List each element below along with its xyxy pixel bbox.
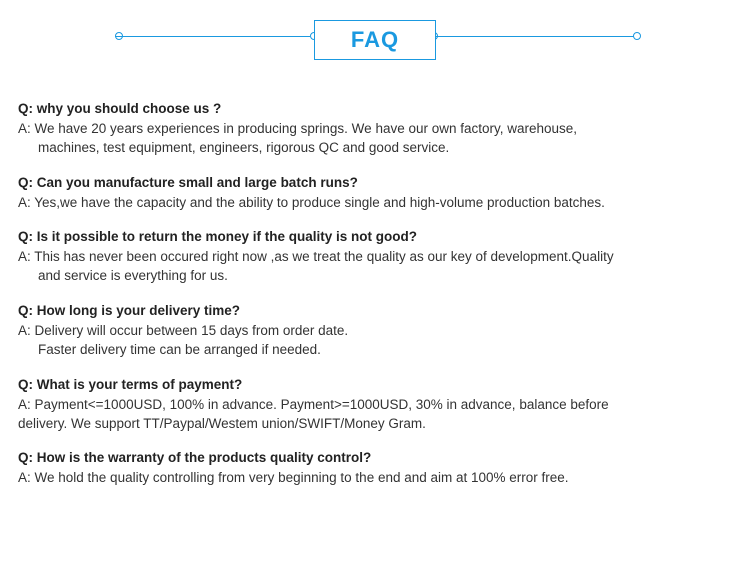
faq-answer-line: and service is everything for us. — [18, 267, 732, 286]
faq-question: Q: How long is your delivery time? — [18, 302, 732, 321]
faq-answer-line: A: We hold the quality controlling from … — [18, 469, 732, 488]
faq-answer-line: A: Payment<=1000USD, 100% in advance. Pa… — [18, 396, 732, 415]
faq-item: Q: What is your terms of payment? A: Pay… — [18, 376, 732, 434]
faq-title: FAQ — [314, 20, 436, 60]
faq-header: FAQ — [0, 0, 750, 70]
faq-answer-line: Faster delivery time can be arranged if … — [18, 341, 732, 360]
faq-item: Q: How is the warranty of the products q… — [18, 449, 732, 488]
decor-line-left — [115, 36, 310, 37]
decor-line-right — [418, 36, 638, 37]
faq-question: Q: What is your terms of payment? — [18, 376, 732, 395]
faq-question: Q: Can you manufacture small and large b… — [18, 174, 732, 193]
faq-answer-line: A: Delivery will occur between 15 days f… — [18, 322, 732, 341]
faq-item: Q: How long is your delivery time? A: De… — [18, 302, 732, 360]
faq-question: Q: why you should choose us ? — [18, 100, 732, 119]
faq-answer-line: A: We have 20 years experiences in produ… — [18, 120, 732, 139]
decor-dot-right — [633, 32, 641, 40]
faq-answer-line: A: Yes,we have the capacity and the abil… — [18, 194, 732, 213]
faq-answer-line: A: This has never been occured right now… — [18, 248, 732, 267]
faq-question: Q: Is it possible to return the money if… — [18, 228, 732, 247]
faq-answer-line: machines, test equipment, engineers, rig… — [18, 139, 732, 158]
faq-item: Q: Can you manufacture small and large b… — [18, 174, 732, 213]
faq-content: Q: why you should choose us ? A: We have… — [0, 70, 750, 488]
faq-item: Q: Is it possible to return the money if… — [18, 228, 732, 286]
faq-item: Q: why you should choose us ? A: We have… — [18, 100, 732, 158]
faq-question: Q: How is the warranty of the products q… — [18, 449, 732, 468]
faq-answer-line: delivery. We support TT/Paypal/Westem un… — [18, 415, 732, 434]
